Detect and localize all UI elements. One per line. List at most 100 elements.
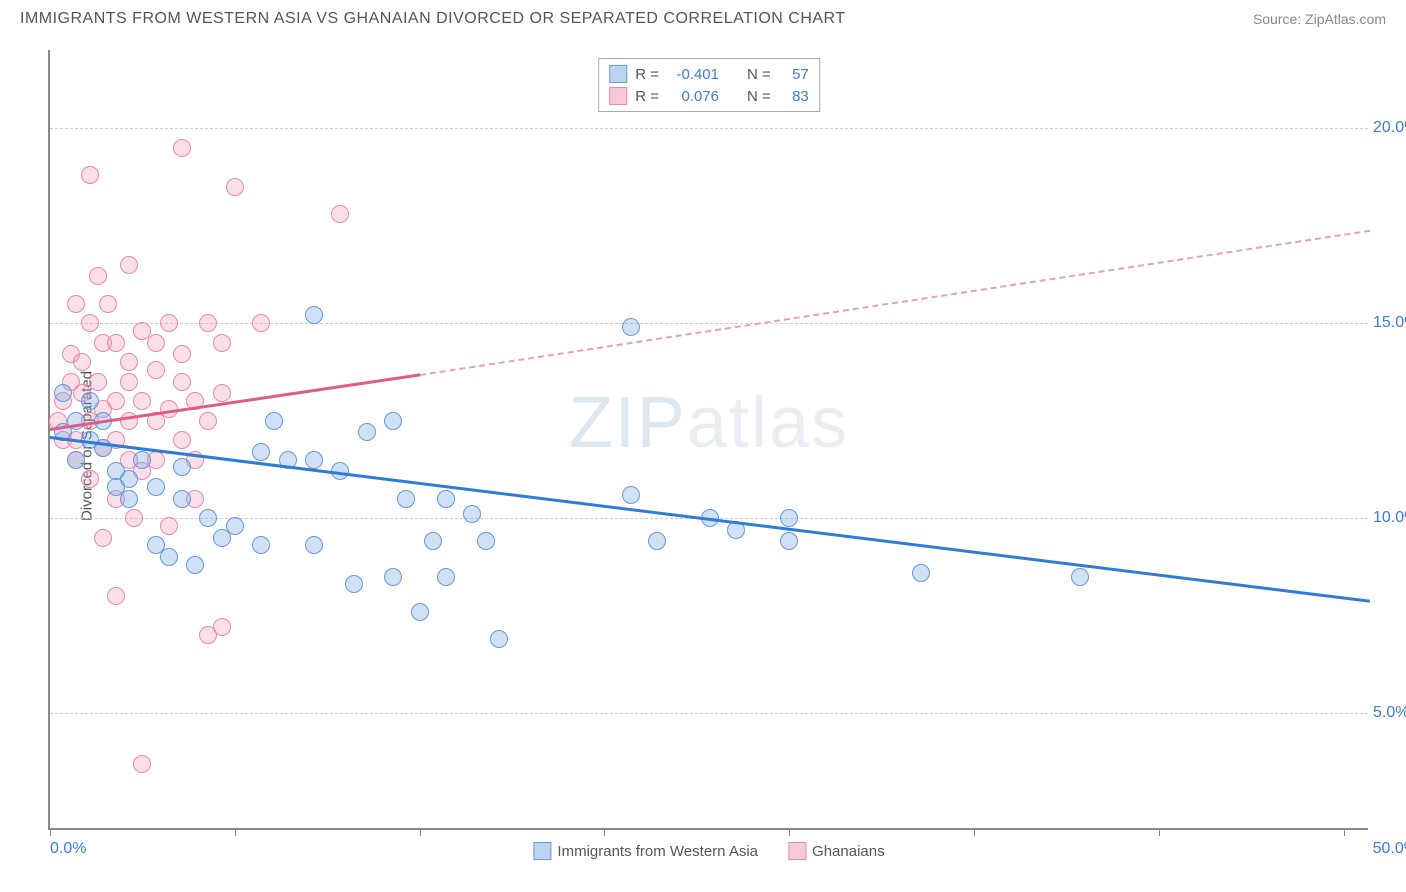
- scatter-point: [173, 458, 191, 476]
- gridline: [50, 128, 1368, 129]
- scatter-point: [120, 373, 138, 391]
- scatter-point: [265, 412, 283, 430]
- scatter-point: [147, 361, 165, 379]
- scatter-point: [120, 490, 138, 508]
- scatter-point: [54, 384, 72, 402]
- scatter-point: [147, 334, 165, 352]
- regression-line: [419, 229, 1370, 375]
- scatter-point: [120, 353, 138, 371]
- scatter-point: [622, 318, 640, 336]
- scatter-point: [67, 451, 85, 469]
- scatter-point: [160, 314, 178, 332]
- scatter-point: [358, 423, 376, 441]
- scatter-point: [252, 536, 270, 554]
- legend-item-series1: Immigrants from Western Asia: [533, 842, 758, 860]
- legend-label-series2: Ghanaians: [812, 843, 885, 860]
- stats-row-series2: R = 0.076 N = 83: [609, 85, 809, 107]
- scatter-point: [120, 470, 138, 488]
- x-tick-mark: [1344, 828, 1345, 836]
- scatter-point: [397, 490, 415, 508]
- scatter-point: [226, 517, 244, 535]
- legend-swatch-pink-icon: [788, 842, 806, 860]
- swatch-blue-icon: [609, 65, 627, 83]
- scatter-point: [147, 478, 165, 496]
- scatter-point: [94, 529, 112, 547]
- n-value-2: 83: [779, 88, 809, 105]
- y-tick-label: 20.0%: [1373, 119, 1406, 137]
- scatter-point: [305, 536, 323, 554]
- scatter-point: [199, 412, 217, 430]
- y-tick-label: 5.0%: [1373, 704, 1406, 722]
- scatter-point: [133, 392, 151, 410]
- scatter-point: [133, 755, 151, 773]
- watermark-text: ZIPatlas: [569, 382, 849, 464]
- scatter-point: [81, 392, 99, 410]
- scatter-point: [107, 334, 125, 352]
- scatter-point: [331, 205, 349, 223]
- x-tick-mark: [235, 828, 236, 836]
- scatter-point: [345, 575, 363, 593]
- scatter-point: [648, 532, 666, 550]
- scatter-point: [305, 451, 323, 469]
- n-value-1: 57: [779, 66, 809, 83]
- scatter-point: [81, 166, 99, 184]
- r-label-1: R =: [635, 66, 659, 83]
- scatter-point: [67, 295, 85, 313]
- scatter-point: [226, 178, 244, 196]
- r-label-2: R =: [635, 88, 659, 105]
- r-value-1: -0.401: [667, 66, 719, 83]
- chart-title: IMMIGRANTS FROM WESTERN ASIA VS GHANAIAN…: [20, 10, 846, 28]
- scatter-point: [125, 509, 143, 527]
- scatter-point: [173, 373, 191, 391]
- gridline: [50, 713, 1368, 714]
- scatter-point: [107, 392, 125, 410]
- scatter-point: [199, 509, 217, 527]
- scatter-point: [213, 334, 231, 352]
- scatter-point: [160, 548, 178, 566]
- scatter-point: [213, 618, 231, 636]
- scatter-point: [120, 256, 138, 274]
- x-axis-max-label: 50.0%: [1373, 840, 1406, 858]
- legend-item-series2: Ghanaians: [788, 842, 885, 860]
- y-tick-label: 15.0%: [1373, 314, 1406, 332]
- n-label-1: N =: [747, 66, 771, 83]
- regression-line: [50, 436, 1370, 602]
- x-tick-mark: [420, 828, 421, 836]
- scatter-point: [424, 532, 442, 550]
- chart-plot-area: ZIPatlas R = -0.401 N = 57 R = 0.076 N =…: [48, 50, 1368, 830]
- scatter-point: [199, 314, 217, 332]
- bottom-legend: Immigrants from Western Asia Ghanaians: [533, 842, 884, 860]
- scatter-point: [173, 490, 191, 508]
- scatter-point: [490, 630, 508, 648]
- scatter-point: [186, 556, 204, 574]
- scatter-point: [173, 431, 191, 449]
- legend-swatch-blue-icon: [533, 842, 551, 860]
- scatter-point: [89, 373, 107, 391]
- scatter-point: [133, 451, 151, 469]
- r-value-2: 0.076: [667, 88, 719, 105]
- scatter-point: [213, 384, 231, 402]
- x-tick-mark: [1159, 828, 1160, 836]
- scatter-point: [622, 486, 640, 504]
- scatter-point: [81, 470, 99, 488]
- scatter-point: [252, 443, 270, 461]
- scatter-point: [463, 505, 481, 523]
- scatter-point: [437, 490, 455, 508]
- gridline: [50, 323, 1368, 324]
- scatter-point: [384, 412, 402, 430]
- scatter-point: [437, 568, 455, 586]
- scatter-point: [89, 267, 107, 285]
- scatter-point: [120, 412, 138, 430]
- scatter-point: [160, 517, 178, 535]
- stats-legend-box: R = -0.401 N = 57 R = 0.076 N = 83: [598, 58, 820, 112]
- swatch-pink-icon: [609, 87, 627, 105]
- x-axis-min-label: 0.0%: [50, 840, 86, 858]
- n-label-2: N =: [747, 88, 771, 105]
- scatter-point: [81, 314, 99, 332]
- x-tick-mark: [789, 828, 790, 836]
- scatter-point: [73, 353, 91, 371]
- scatter-point: [477, 532, 495, 550]
- y-tick-label: 10.0%: [1373, 509, 1406, 527]
- scatter-point: [173, 345, 191, 363]
- scatter-point: [780, 509, 798, 527]
